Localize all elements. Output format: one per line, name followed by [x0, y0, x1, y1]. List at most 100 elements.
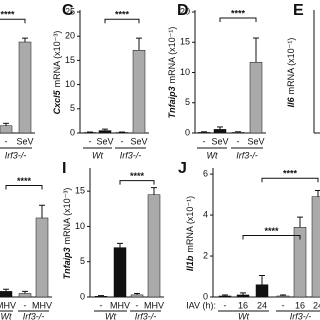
- x-tick-label: 16: [238, 300, 248, 310]
- error-bar: [315, 189, 320, 197]
- significance-label: ****: [115, 10, 130, 20]
- bar: [255, 284, 269, 298]
- significance-bracket: [119, 180, 155, 185]
- error-bar: [151, 187, 157, 195]
- error-bar: [98, 295, 104, 297]
- panel-letter: D: [177, 2, 189, 19]
- significance-bracket: [261, 177, 319, 183]
- y-tick-label: 5: [80, 256, 85, 266]
- error-bar: [134, 292, 140, 295]
- x-tick-label: -: [203, 136, 206, 146]
- error-bar: [102, 128, 108, 131]
- bar: [0, 291, 13, 298]
- bar: [197, 132, 211, 134]
- x-tick-label: MHV: [110, 300, 130, 310]
- y-tick-label: 4: [203, 209, 208, 219]
- group-label: Wt: [105, 311, 116, 320]
- x-tick-label: -: [89, 136, 92, 146]
- x-tick-label: MHV: [0, 300, 16, 310]
- bar: [98, 130, 112, 134]
- x-tick-label: SeV: [211, 136, 228, 146]
- x-prefix: IAV (h):: [186, 300, 216, 310]
- x-tick-label: -: [5, 136, 8, 146]
- x-tick-label: 16: [295, 300, 305, 310]
- significance-bracket: [5, 185, 43, 190]
- error-bar: [297, 216, 303, 228]
- significance-label: ****: [130, 171, 145, 181]
- y-gene: Tnfaip3: [167, 86, 177, 118]
- bar: [236, 294, 250, 298]
- y-tick-label: 5: [70, 103, 75, 113]
- x-tick-label: -: [100, 300, 103, 310]
- x-tick-label: SeV: [16, 136, 33, 146]
- significance-label: ****: [17, 176, 32, 186]
- bar: [231, 132, 245, 134]
- y-gene: Cxcl5: [52, 89, 62, 114]
- y-unit: mRNA (x10⁻¹): [286, 38, 296, 95]
- y-tick-label: 15: [75, 186, 85, 196]
- significance-bracket: [0, 18, 26, 24]
- significance-label: ****: [264, 226, 279, 236]
- x-tick-label: MHV: [144, 300, 164, 310]
- y-axis-label: Il6mRNA (x10⁻¹): [286, 38, 296, 108]
- x-tick-label: -: [282, 300, 285, 310]
- bar: [18, 293, 32, 298]
- bar: [130, 294, 144, 298]
- y-unit: mRNA (x10⁻³): [62, 188, 72, 245]
- bar: [218, 295, 232, 298]
- y-tick-label: 5: [185, 97, 190, 107]
- group-label: Irf3-/-: [135, 311, 157, 320]
- y-tick-label: 0: [185, 127, 190, 137]
- y-tick-label: 0: [203, 291, 208, 301]
- error-bar: [136, 37, 142, 51]
- significance-label: ****: [283, 169, 298, 179]
- y-tick-label: 20: [65, 31, 75, 41]
- group-label: Wt: [238, 311, 249, 320]
- error-bar: [259, 274, 265, 285]
- y-gene: Il6: [286, 96, 296, 107]
- y-gene: Tnfaip3: [62, 247, 72, 279]
- x-tick-label: 24: [257, 300, 267, 310]
- y-tick-label: 15: [65, 55, 75, 65]
- bar: [18, 41, 32, 134]
- significance-bracket: [242, 235, 301, 240]
- bar: [35, 217, 49, 298]
- x-tick-label: SeV: [247, 136, 264, 146]
- group-label: Irf3-/-: [23, 311, 45, 320]
- panel-letter: I: [62, 160, 66, 177]
- error-bar: [235, 131, 241, 133]
- error-bar: [39, 204, 45, 218]
- error-bar: [22, 37, 28, 43]
- y-tick-label: 25: [65, 6, 75, 16]
- y-tick-label: 0: [70, 127, 75, 137]
- x-tick-label: SeV: [96, 136, 113, 146]
- bar: [94, 296, 108, 298]
- significance-label: ****: [0, 10, 15, 20]
- significance-bracket: [219, 17, 257, 23]
- error-bar: [280, 294, 286, 296]
- panel-letter: C: [62, 2, 74, 19]
- error-bar: [22, 290, 28, 294]
- y-tick-label: 10: [65, 79, 75, 89]
- y-axis-label: Tnfaip3 mRNA (x10⁻¹): [167, 27, 177, 119]
- bar: [311, 196, 320, 298]
- x-tick-label: MHV: [32, 300, 52, 310]
- group-label: Wt: [207, 150, 218, 160]
- x-tick-label: 24: [313, 300, 320, 310]
- y-axis-label: Tnfaip3 mRNA (x10⁻³): [62, 188, 72, 280]
- y-axis-label: Il1b mRNA (x10⁻¹): [185, 196, 195, 271]
- error-bar: [217, 126, 223, 130]
- significance-label: ****: [231, 8, 246, 18]
- x-tick-label: -: [136, 300, 139, 310]
- y-unit: mRNA (x10⁻³): [52, 31, 62, 88]
- panel-letter: E: [293, 2, 304, 19]
- group-label: Irf3-/-: [5, 150, 27, 160]
- error-bar: [3, 122, 9, 126]
- bar: [276, 295, 290, 298]
- bar: [147, 194, 161, 298]
- bar: [0, 125, 13, 134]
- error-bar: [240, 292, 246, 295]
- group-label: Irf3-/-: [120, 150, 142, 160]
- error-bar: [253, 37, 259, 63]
